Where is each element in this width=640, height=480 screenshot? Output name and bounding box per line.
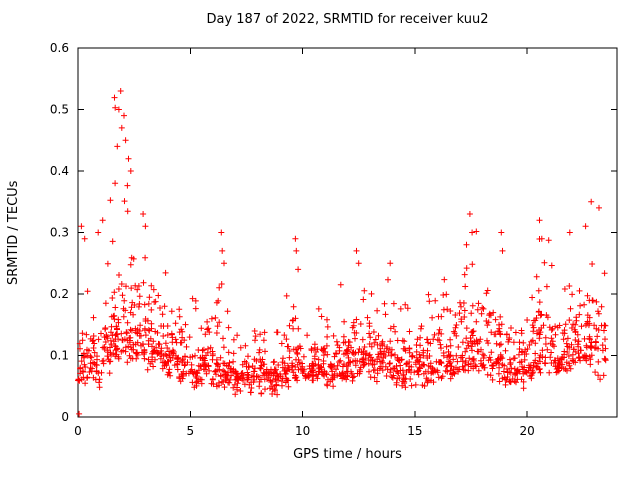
svg-text:5: 5	[186, 424, 194, 438]
svg-text:0.1: 0.1	[50, 349, 69, 363]
chart-title: Day 187 of 2022, SRMTID for receiver kuu…	[206, 12, 489, 27]
svg-text:0.4: 0.4	[50, 164, 69, 178]
svg-text:0: 0	[61, 410, 69, 424]
svg-text:0.6: 0.6	[50, 41, 69, 55]
svg-text:20: 20	[520, 424, 535, 438]
svg-text:0.2: 0.2	[50, 287, 69, 301]
x-axis-label: GPS time / hours	[293, 447, 402, 462]
svg-text:0.5: 0.5	[50, 103, 69, 117]
svg-text:15: 15	[407, 424, 422, 438]
svg-text:10: 10	[295, 424, 310, 438]
svg-text:0: 0	[74, 424, 82, 438]
y-axis-label: SRMTID / TECUs	[6, 180, 21, 285]
svg-text:0.3: 0.3	[50, 226, 69, 240]
